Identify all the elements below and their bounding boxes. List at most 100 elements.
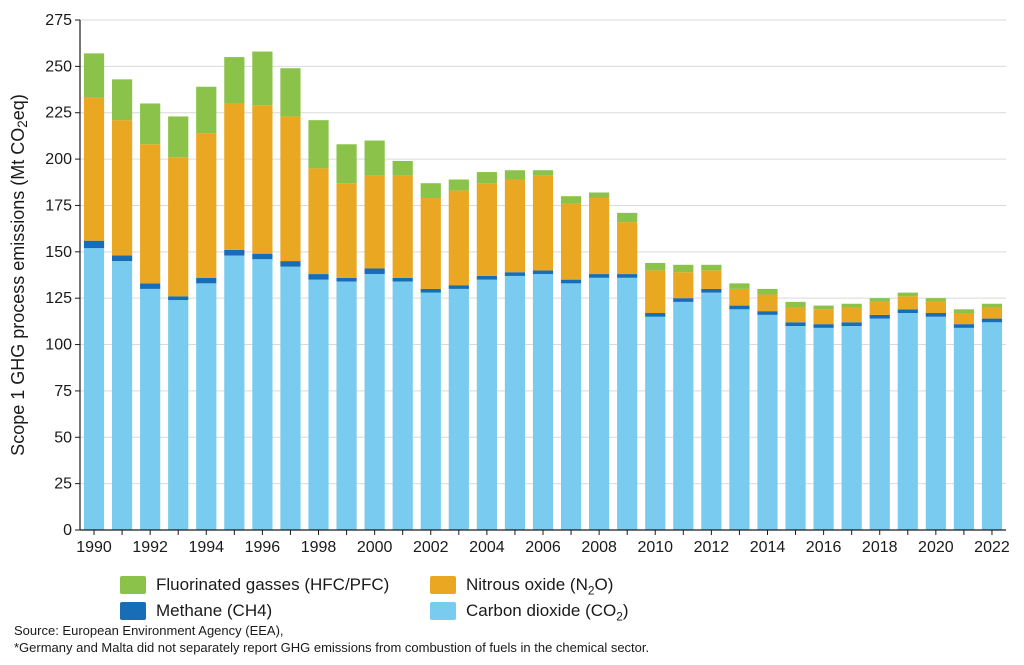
svg-text:1990: 1990: [76, 539, 112, 556]
bar-segment-n2o: [589, 198, 609, 274]
svg-text:2018: 2018: [862, 539, 898, 556]
svg-text:200: 200: [45, 151, 72, 168]
legend-swatch: [430, 576, 456, 594]
svg-text:2000: 2000: [357, 539, 393, 556]
svg-text:225: 225: [45, 105, 72, 122]
bar-segment-ch4: [308, 274, 328, 280]
bar-segment-ch4: [224, 250, 244, 256]
bar-segment-co2: [729, 309, 749, 530]
bar-segment-ch4: [421, 289, 441, 293]
bar-segment-fgas: [336, 144, 356, 183]
bar-segment-co2: [673, 302, 693, 530]
bar-segment-n2o: [533, 176, 553, 271]
bar-segment-fgas: [140, 103, 160, 144]
bar-segment-n2o: [982, 307, 1002, 318]
bar-segment-n2o: [112, 120, 132, 255]
bar-segment-co2: [449, 289, 469, 530]
bar-segment-n2o: [168, 157, 188, 296]
bar-segment-ch4: [954, 324, 974, 328]
chart-legend: Fluorinated gasses (HFC/PFC) Nitrous oxid…: [120, 575, 880, 621]
svg-text:2006: 2006: [525, 539, 561, 556]
bar-segment-ch4: [617, 274, 637, 278]
bar-segment-n2o: [505, 179, 525, 272]
bar-segment-n2o: [701, 270, 721, 289]
bar-segment-fgas: [701, 265, 721, 271]
svg-text:25: 25: [54, 476, 72, 493]
svg-text:50: 50: [54, 429, 72, 446]
bar-segment-fgas: [196, 87, 216, 133]
footnote-source: Source: European Environment Agency (EEA…: [14, 622, 649, 640]
bar-segment-co2: [701, 293, 721, 530]
bar-segment-ch4: [112, 256, 132, 262]
bar-segment-ch4: [561, 280, 581, 284]
legend-label: Fluorinated gasses (HFC/PFC): [156, 575, 389, 595]
bar-segment-co2: [589, 278, 609, 530]
bar-segment-ch4: [168, 296, 188, 300]
bar-segment-ch4: [280, 261, 300, 267]
svg-text:100: 100: [45, 337, 72, 354]
bar-segment-n2o: [757, 294, 777, 311]
svg-text:150: 150: [45, 244, 72, 261]
bar-segment-fgas: [168, 116, 188, 157]
bar-segment-n2o: [336, 183, 356, 278]
bar-segment-n2o: [926, 302, 946, 313]
bar-segment-n2o: [561, 204, 581, 280]
legend-item: Carbon dioxide (CO2): [430, 601, 730, 621]
bar-segment-co2: [561, 283, 581, 530]
svg-text:0: 0: [63, 522, 72, 539]
bar-segment-ch4: [785, 322, 805, 326]
svg-text:2016: 2016: [806, 539, 842, 556]
bar-segment-fgas: [224, 57, 244, 103]
bar-segment-ch4: [589, 274, 609, 278]
svg-text:2002: 2002: [413, 539, 449, 556]
bar-segment-ch4: [926, 313, 946, 317]
bar-segment-n2o: [280, 116, 300, 261]
bar-segment-n2o: [870, 302, 890, 315]
svg-text:75: 75: [54, 383, 72, 400]
bar-segment-ch4: [505, 272, 525, 276]
bar-segment-co2: [196, 283, 216, 530]
bar-segment-co2: [252, 259, 272, 530]
legend-swatch: [430, 602, 456, 620]
bar-segment-n2o: [785, 307, 805, 322]
svg-text:2008: 2008: [581, 539, 617, 556]
bar-segment-ch4: [757, 311, 777, 315]
bar-segment-fgas: [814, 306, 834, 310]
bar-segment-co2: [982, 322, 1002, 530]
bar-segment-co2: [84, 248, 104, 530]
bar-segment-ch4: [477, 276, 497, 280]
y-axis-label: Scope 1 GHG process emissions (Mt CO2eq): [8, 94, 30, 456]
svg-text:1994: 1994: [188, 539, 224, 556]
bar-segment-co2: [308, 280, 328, 530]
bar-segment-co2: [757, 315, 777, 530]
bar-segment-fgas: [954, 309, 974, 313]
bar-segment-fgas: [280, 68, 300, 116]
bar-segment-n2o: [365, 176, 385, 269]
bar-segment-fgas: [252, 52, 272, 106]
bar-segment-ch4: [449, 285, 469, 289]
bar-segment-n2o: [729, 289, 749, 306]
bar-segment-fgas: [645, 263, 665, 270]
bar-segment-fgas: [84, 53, 104, 98]
bar-segment-n2o: [393, 176, 413, 278]
bar-segment-co2: [898, 313, 918, 530]
bar-segment-fgas: [785, 302, 805, 308]
bar-segment-n2o: [898, 296, 918, 309]
bar-segment-ch4: [982, 319, 1002, 323]
bar-segment-co2: [926, 317, 946, 530]
svg-text:2022: 2022: [974, 539, 1010, 556]
svg-text:1998: 1998: [301, 539, 337, 556]
legend-label: Methane (CH4): [156, 601, 272, 621]
svg-text:175: 175: [45, 197, 72, 214]
bar-segment-co2: [421, 293, 441, 530]
bar-segment-n2o: [224, 103, 244, 250]
legend-item: Nitrous oxide (N2O): [430, 575, 730, 595]
svg-text:250: 250: [45, 58, 72, 75]
legend-label: Carbon dioxide (CO2): [466, 601, 629, 621]
bar-segment-co2: [112, 261, 132, 530]
bar-segment-co2: [814, 328, 834, 530]
svg-text:2010: 2010: [637, 539, 673, 556]
bar-segment-co2: [280, 267, 300, 530]
bar-segment-ch4: [814, 324, 834, 328]
bar-segment-co2: [617, 278, 637, 530]
